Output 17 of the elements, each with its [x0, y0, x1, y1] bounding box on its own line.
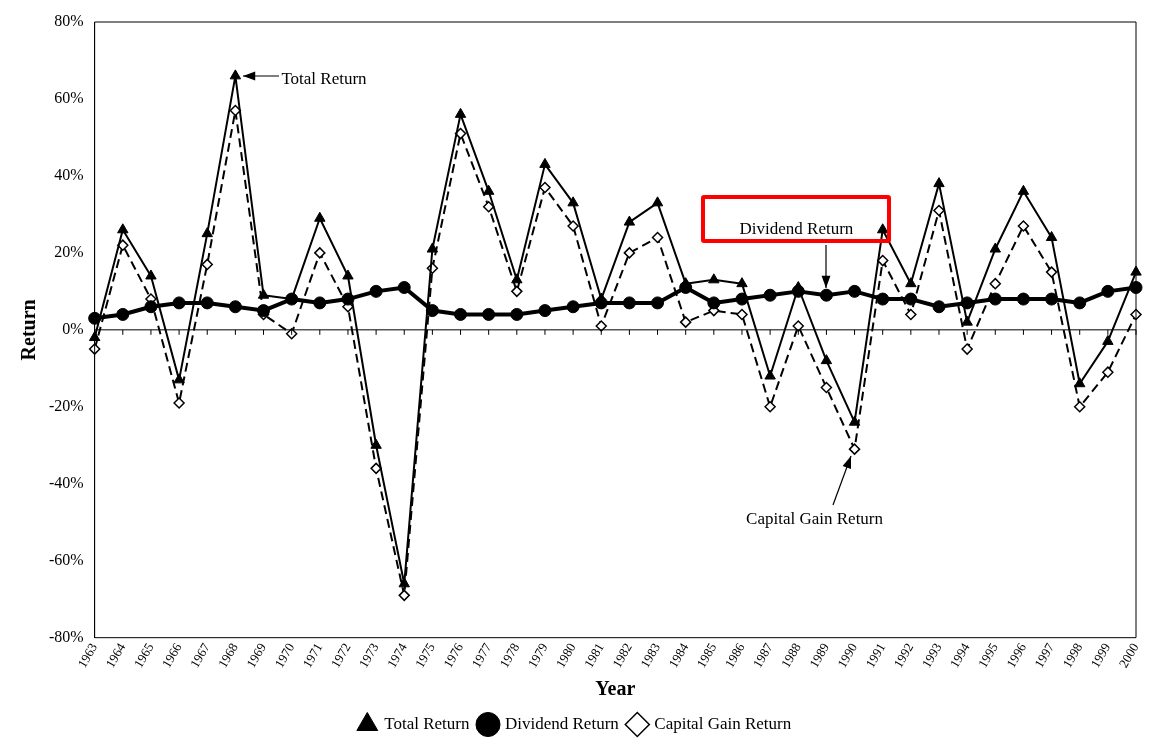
y-tick-label: 80% — [54, 12, 84, 30]
legend-label: Capital Gain Return — [654, 713, 792, 733]
y-tick-label: -80% — [49, 627, 84, 645]
legend-label: Total Return — [384, 713, 470, 733]
legend-label: Dividend Return — [505, 713, 620, 733]
y-tick-label: -60% — [49, 550, 84, 568]
annotation: Capital Gain Return — [746, 508, 884, 528]
y-tick-label: -20% — [49, 397, 84, 415]
y-axis-title: Return — [17, 299, 40, 361]
y-tick-label: 40% — [54, 166, 84, 184]
y-tick-label: 20% — [54, 243, 84, 261]
y-tick-label: 60% — [54, 89, 84, 107]
x-axis-title: Year — [595, 677, 636, 700]
y-tick-label: -40% — [49, 473, 84, 491]
annotation: Dividend Return — [739, 218, 854, 238]
y-tick-label: 0% — [62, 320, 84, 338]
annotation: Total Return — [281, 69, 368, 89]
